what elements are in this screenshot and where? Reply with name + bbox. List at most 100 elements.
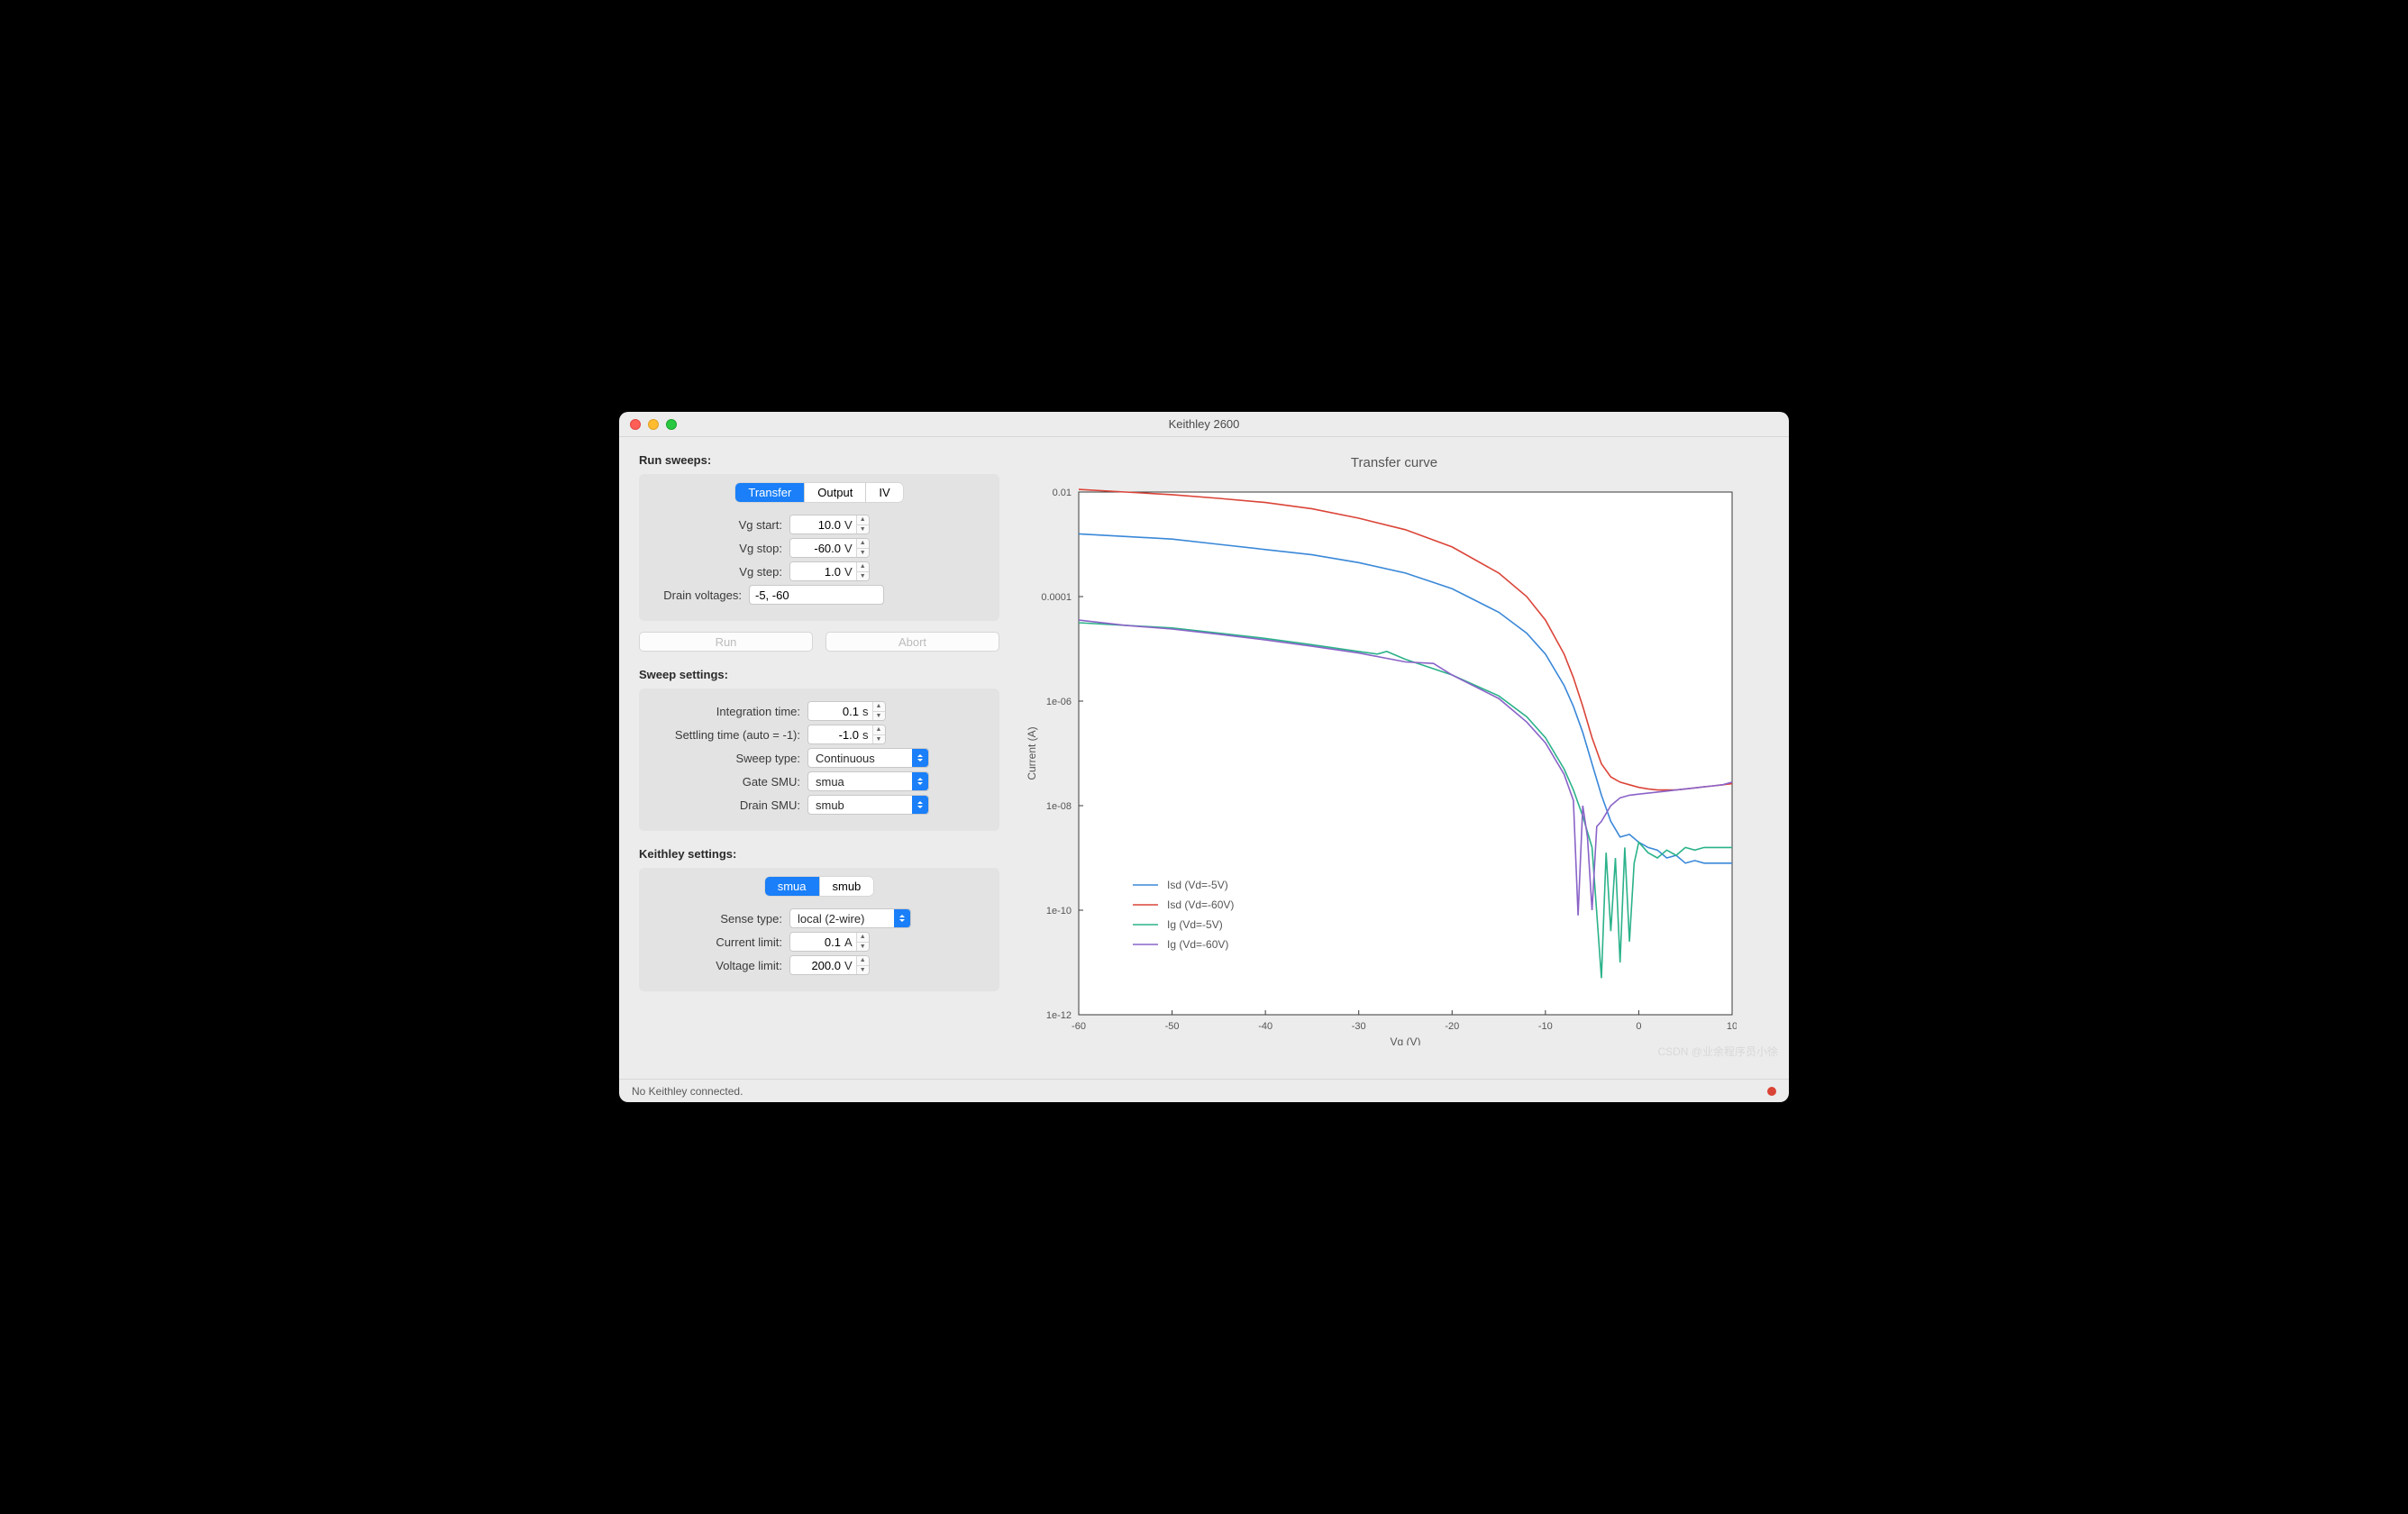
svg-text:0.0001: 0.0001 [1041, 592, 1072, 603]
minimize-icon[interactable] [648, 419, 659, 430]
window-title: Keithley 2600 [619, 417, 1789, 431]
svg-text:-10: -10 [1538, 1021, 1553, 1032]
svg-text:Ig (Vd=-60V): Ig (Vd=-60V) [1167, 938, 1228, 951]
step-down-icon[interactable]: ▼ [857, 549, 869, 558]
chevron-updown-icon [912, 772, 928, 790]
svg-text:Ig (Vd=-5V): Ig (Vd=-5V) [1167, 918, 1223, 931]
settling-stepper[interactable]: s ▲▼ [807, 725, 886, 744]
step-down-icon[interactable]: ▼ [857, 943, 869, 952]
svg-text:-20: -20 [1445, 1021, 1459, 1032]
integration-input[interactable] [808, 702, 862, 720]
step-up-icon[interactable]: ▲ [857, 956, 869, 966]
svg-text:1e-08: 1e-08 [1046, 801, 1072, 812]
step-up-icon[interactable]: ▲ [857, 933, 869, 943]
drain-smu-select[interactable]: smub [807, 795, 929, 815]
sweep-type-label: Sweep type: [650, 752, 807, 765]
svg-text:1e-06: 1e-06 [1046, 697, 1072, 707]
step-up-icon[interactable]: ▲ [857, 539, 869, 549]
status-indicator-icon [1767, 1087, 1776, 1096]
zoom-icon[interactable] [666, 419, 677, 430]
sweep-tabs: TransferOutputIV [735, 483, 902, 502]
step-down-icon[interactable]: ▼ [873, 735, 885, 744]
chevron-updown-icon [912, 749, 928, 767]
sense-type-value: local (2-wire) [790, 912, 894, 926]
run-sweeps-panel: TransferOutputIV Vg start: V ▲▼ Vg stop: [639, 474, 999, 621]
keithley-settings-panel: smuasmub Sense type: local (2-wire) Curr… [639, 868, 999, 991]
settling-input[interactable] [808, 725, 862, 743]
integration-label: Integration time: [650, 705, 807, 718]
keithley-settings-heading: Keithley settings: [639, 847, 999, 861]
gate-smu-select[interactable]: smua [807, 771, 929, 791]
vg-stop-label: Vg stop: [650, 542, 789, 555]
current-limit-label: Current limit: [650, 935, 789, 949]
titlebar: Keithley 2600 [619, 412, 1789, 437]
tab-sweep-iv[interactable]: IV [866, 483, 902, 502]
abort-button[interactable]: Abort [825, 632, 999, 652]
svg-text:Current (A): Current (A) [1026, 726, 1038, 780]
vg-start-label: Vg start: [650, 518, 789, 532]
vg-start-stepper[interactable]: V ▲▼ [789, 515, 870, 534]
step-down-icon[interactable]: ▼ [873, 712, 885, 721]
voltage-limit-stepper[interactable]: V ▲▼ [789, 955, 870, 975]
drain-smu-value: smub [808, 798, 912, 812]
voltage-limit-input[interactable] [790, 956, 844, 974]
svg-text:0.01: 0.01 [1053, 488, 1072, 498]
vg-stop-input[interactable] [790, 539, 844, 557]
sense-type-label: Sense type: [650, 912, 789, 926]
sweep-settings-panel: Integration time: s ▲▼ Settling time (au… [639, 689, 999, 831]
drain-voltages-label: Drain voltages: [650, 588, 749, 602]
app-window: Keithley 2600 Run sweeps: TransferOutput… [619, 412, 1789, 1102]
svg-text:-60: -60 [1072, 1021, 1086, 1032]
sweep-settings-heading: Sweep settings: [639, 668, 999, 681]
vg-start-unit: V [844, 515, 856, 534]
step-up-icon[interactable]: ▲ [873, 725, 885, 735]
svg-text:-30: -30 [1352, 1021, 1366, 1032]
vg-stop-unit: V [844, 539, 856, 557]
step-up-icon[interactable]: ▲ [873, 702, 885, 712]
chevron-updown-icon [894, 909, 910, 927]
vg-step-unit: V [844, 562, 856, 580]
voltage-limit-unit: V [844, 956, 856, 974]
svg-text:Vg (V): Vg (V) [1390, 1035, 1420, 1045]
tab-sweep-output[interactable]: Output [805, 483, 866, 502]
tab-smu-smua[interactable]: smua [765, 877, 820, 896]
vg-step-stepper[interactable]: V ▲▼ [789, 561, 870, 581]
svg-text:1e-12: 1e-12 [1046, 1010, 1072, 1021]
svg-text:Isd (Vd=-60V): Isd (Vd=-60V) [1167, 898, 1234, 911]
current-limit-input[interactable] [790, 933, 844, 951]
vg-step-input[interactable] [790, 562, 844, 580]
smu-tabs: smuasmub [765, 877, 874, 896]
transfer-curve-chart: -60-50-40-30-20-10010Vg (V)1e-121e-101e-… [1016, 470, 1737, 1045]
current-limit-stepper[interactable]: A ▲▼ [789, 932, 870, 952]
drain-smu-label: Drain SMU: [650, 798, 807, 812]
tab-sweep-transfer[interactable]: Transfer [735, 483, 805, 502]
sweep-type-value: Continuous [808, 752, 912, 765]
integration-stepper[interactable]: s ▲▼ [807, 701, 886, 721]
vg-start-input[interactable] [790, 515, 844, 534]
svg-text:1e-10: 1e-10 [1046, 906, 1072, 917]
current-limit-unit: A [844, 933, 856, 951]
step-up-icon[interactable]: ▲ [857, 562, 869, 572]
chart-title: Transfer curve [1016, 455, 1773, 470]
step-down-icon[interactable]: ▼ [857, 572, 869, 581]
gate-smu-value: smua [808, 775, 912, 789]
sense-type-select[interactable]: local (2-wire) [789, 908, 911, 928]
svg-text:0: 0 [1636, 1021, 1641, 1032]
step-up-icon[interactable]: ▲ [857, 515, 869, 525]
vg-stop-stepper[interactable]: V ▲▼ [789, 538, 870, 558]
tab-smu-smub[interactable]: smub [820, 877, 874, 896]
run-sweeps-heading: Run sweeps: [639, 453, 999, 467]
chevron-updown-icon [912, 796, 928, 814]
close-icon[interactable] [630, 419, 641, 430]
step-down-icon[interactable]: ▼ [857, 525, 869, 534]
integration-unit: s [862, 702, 872, 720]
svg-text:10: 10 [1727, 1021, 1737, 1032]
run-button[interactable]: Run [639, 632, 813, 652]
drain-voltages-input[interactable] [749, 585, 884, 605]
svg-text:-40: -40 [1258, 1021, 1272, 1032]
step-down-icon[interactable]: ▼ [857, 966, 869, 975]
svg-text:Isd (Vd=-5V): Isd (Vd=-5V) [1167, 879, 1228, 891]
sweep-type-select[interactable]: Continuous [807, 748, 929, 768]
settling-unit: s [862, 725, 872, 743]
status-text: No Keithley connected. [632, 1085, 743, 1098]
